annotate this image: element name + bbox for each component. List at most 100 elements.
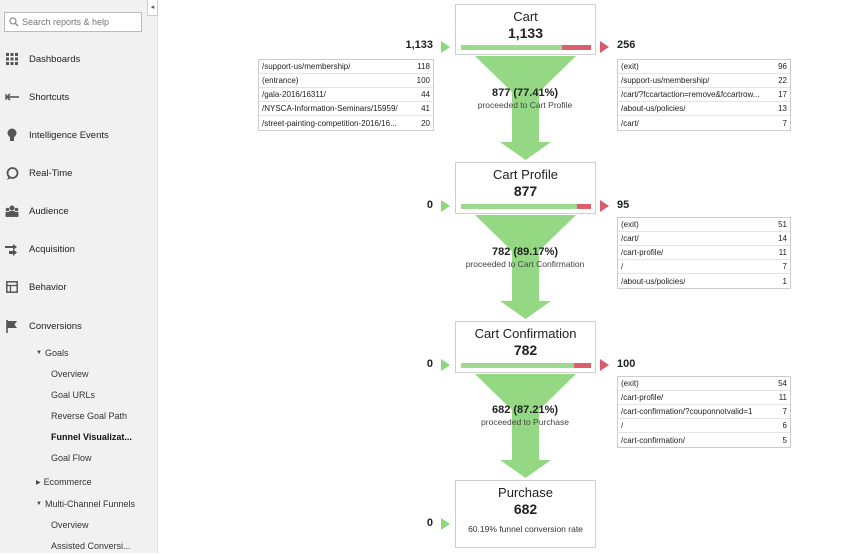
table-row[interactable]: /about-us/policies/13 xyxy=(618,102,790,116)
flag-icon xyxy=(5,319,19,333)
step-title: Purchase xyxy=(498,485,553,500)
assisted-conversions-link[interactable]: Assisted Conversi... xyxy=(51,541,131,551)
proceeded-description: proceeded to Purchase xyxy=(481,417,569,427)
nav-audience[interactable]: Audience xyxy=(0,200,146,222)
people-icon xyxy=(5,204,19,218)
entry-arrow-icon xyxy=(441,518,450,530)
step-bar-exit xyxy=(576,204,591,209)
exit-arrow-icon xyxy=(600,41,609,53)
table-row[interactable]: /street-painting-competition-2016/16... 2… xyxy=(262,118,430,128)
entry-sources-table: /support-us/membership/118 (entrance) 100… xyxy=(258,59,434,131)
nav-real-time[interactable]: Real-Time xyxy=(0,162,146,184)
grid-icon xyxy=(5,52,19,66)
step-exits-count: 256 xyxy=(617,39,636,51)
entry-arrow-icon xyxy=(441,200,450,212)
table-row[interactable]: (exit) 54 xyxy=(618,377,790,391)
table-row[interactable]: /support-us/membership/118 xyxy=(259,60,433,74)
funnel-step-purchase[interactable]: Purchase 682 60.19% funnel conversion ra… xyxy=(455,480,596,548)
search-box[interactable] xyxy=(4,12,142,32)
table-row[interactable]: /cart/14 xyxy=(618,232,790,246)
table-row[interactable]: (exit) 51 xyxy=(618,218,790,232)
lightbulb-icon xyxy=(5,128,19,142)
reverse-goal-path-link[interactable]: Reverse Goal Path xyxy=(51,411,128,421)
exit-pages-table: (exit) 51 /cart/14 /cart-profile/11 /7 /a… xyxy=(617,217,791,289)
proceeded-percentage: 877 (77.41%) xyxy=(491,87,559,99)
goal-flow-link[interactable]: Goal Flow xyxy=(51,453,92,463)
expanded-triangle-icon: ▼ xyxy=(36,501,42,507)
acquisition-arrows-icon xyxy=(5,242,19,256)
table-row[interactable]: /support-us/membership/22 xyxy=(618,74,790,88)
search-icon xyxy=(8,16,20,28)
table-row[interactable]: /6 xyxy=(618,419,790,433)
collapse-sidebar-button[interactable]: ◂ xyxy=(147,0,158,16)
step-bar-exit xyxy=(561,45,591,50)
funnel-step-cart-confirmation[interactable]: Cart Confirmation 782 xyxy=(455,321,596,373)
table-row[interactable]: /cart/7 xyxy=(621,118,787,128)
table-row[interactable]: /about-us/policies/1 xyxy=(621,276,787,286)
shortcut-arrow-icon xyxy=(5,90,19,104)
goal-urls-link[interactable]: Goal URLs xyxy=(51,390,96,400)
goal-overview-link[interactable]: Overview xyxy=(51,369,89,379)
step-entries-count: 0 xyxy=(426,358,433,370)
nav-label: Audience xyxy=(29,205,69,217)
step-count: 877 xyxy=(513,183,538,199)
step-entries-count: 1,133 xyxy=(405,39,433,51)
funnel-visualization-link[interactable]: Funnel Visualizat... xyxy=(51,432,132,442)
proceeded-description: proceeded to Cart Confirmation xyxy=(465,259,585,269)
nav-behavior[interactable]: Behavior xyxy=(0,276,146,298)
exit-pages-table: (exit) 96 /support-us/membership/22 /cart… xyxy=(617,59,791,131)
proceeded-percentage: 782 (89.17%) xyxy=(491,246,559,258)
exit-arrow-icon xyxy=(600,200,609,212)
funnel-step-cart[interactable]: Cart 1,133 xyxy=(455,4,596,55)
table-row[interactable]: /cart-profile/11 xyxy=(618,246,790,260)
multi-channel-funnels-section[interactable]: ▼ Multi-Channel Funnels xyxy=(36,496,151,512)
expanded-triangle-icon: ▼ xyxy=(36,350,42,356)
step-bar xyxy=(461,204,591,209)
table-row[interactable]: /cart/?fccartaction=remove&fccartrow... 1… xyxy=(618,88,790,102)
flow-label: 782 (89.17%) proceeded to Cart Confirmat… xyxy=(425,246,625,270)
step-title: Cart Profile xyxy=(492,167,559,182)
nav-conversions[interactable]: Conversions xyxy=(0,315,146,337)
exit-arrow-icon xyxy=(600,359,609,371)
nav-acquisition[interactable]: Acquisition xyxy=(0,238,146,260)
collapsed-triangle-icon: ▶ xyxy=(36,479,41,486)
table-row[interactable]: /7 xyxy=(618,260,790,274)
nav-label: Real-Time xyxy=(29,167,73,179)
nav-label: Conversions xyxy=(29,320,82,332)
nav-intelligence-events[interactable]: Intelligence Events xyxy=(0,124,146,146)
step-exits-count: 95 xyxy=(617,199,630,211)
funnel-flow-shape xyxy=(475,374,576,478)
nav-label: Behavior xyxy=(29,281,67,293)
step-title: Cart xyxy=(513,9,538,24)
nav-label: Dashboards xyxy=(29,53,81,65)
funnel-flow-shape xyxy=(475,215,576,319)
nav-shortcuts[interactable]: Shortcuts xyxy=(0,86,146,108)
exit-pages-table: (exit) 54 /cart-profile/11 /cart-confirma… xyxy=(617,376,791,448)
clock-bubble-icon xyxy=(5,166,19,180)
nav-label: Shortcuts xyxy=(29,91,70,103)
ecommerce-section[interactable]: ▶ Ecommerce xyxy=(36,474,146,490)
funnel-step-cart-profile[interactable]: Cart Profile 877 xyxy=(455,162,596,214)
nav-label: Acquisition xyxy=(29,243,75,255)
table-row[interactable]: (exit) 96 xyxy=(618,60,790,74)
table-row[interactable]: /gala-2016/16311/44 xyxy=(259,88,433,102)
behavior-window-icon xyxy=(5,280,19,294)
goals-section[interactable]: ▼ Goals xyxy=(36,345,146,361)
mcf-overview-link[interactable]: Overview xyxy=(51,520,89,530)
mcf-label: Multi-Channel Funnels xyxy=(44,499,135,509)
funnel-conversion-rate: 60.19% funnel conversion rate xyxy=(468,524,583,534)
table-row[interactable]: /cart-confirmation/?couponnotvalid=1 7 xyxy=(618,405,790,419)
nav-dashboards[interactable]: Dashboards xyxy=(0,48,146,70)
table-row[interactable]: (entrance) 100 xyxy=(259,74,433,88)
search-input[interactable] xyxy=(22,17,140,27)
table-row[interactable]: /cart-profile/11 xyxy=(618,391,790,405)
entry-arrow-icon xyxy=(441,41,450,53)
step-title: Cart Confirmation xyxy=(474,326,577,341)
step-bar xyxy=(461,363,591,368)
proceeded-description: proceeded to Cart Profile xyxy=(477,100,573,110)
step-count: 782 xyxy=(513,342,538,358)
table-row[interactable]: /cart-confirmation/5 xyxy=(621,435,787,445)
table-row[interactable]: /NYSCA-Information-Seminars/15959/41 xyxy=(259,102,433,116)
funnel-flow-shape xyxy=(475,56,576,160)
step-count: 1,133 xyxy=(507,25,544,41)
